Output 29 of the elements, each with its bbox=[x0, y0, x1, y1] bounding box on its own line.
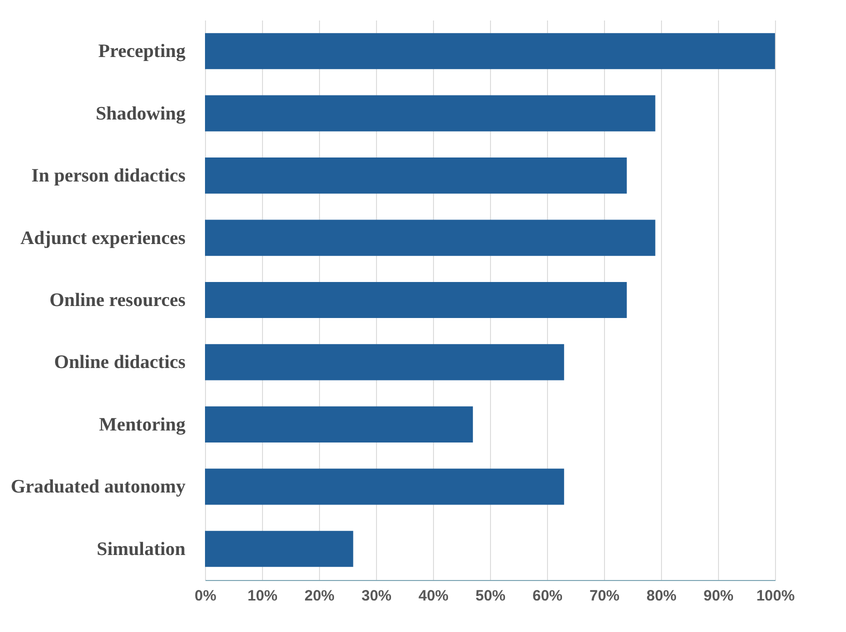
x-tick-label: 10% bbox=[247, 588, 278, 604]
x-tick-label: 0% bbox=[194, 588, 216, 604]
bar bbox=[205, 158, 627, 194]
y-tick-label: Online resources bbox=[50, 290, 186, 311]
x-tick-label: 70% bbox=[589, 588, 620, 604]
bar bbox=[205, 468, 564, 505]
x-tick-label: 100% bbox=[756, 588, 795, 604]
y-tick-label: Precepting bbox=[98, 41, 186, 62]
y-tick-label: In person didactics bbox=[31, 166, 186, 187]
x-tick-label: 60% bbox=[532, 588, 563, 604]
y-tick-label: Shadowing bbox=[96, 103, 186, 124]
bar bbox=[205, 406, 473, 442]
bar bbox=[205, 344, 564, 380]
x-tick-label: 50% bbox=[475, 588, 506, 604]
y-tick-label: Graduated autonomy bbox=[10, 476, 186, 498]
bar bbox=[205, 282, 627, 318]
y-tick-label: Adjunct experiences bbox=[20, 228, 186, 249]
bar bbox=[205, 530, 354, 567]
y-tick-label: Online didactics bbox=[54, 352, 186, 374]
bar bbox=[205, 33, 775, 70]
y-tick-label: Mentoring bbox=[98, 414, 186, 436]
x-tick-label: 40% bbox=[418, 588, 449, 604]
x-tick-label: 20% bbox=[304, 588, 335, 604]
bar bbox=[205, 95, 656, 132]
y-tick-label: Simulation bbox=[96, 538, 186, 560]
bar bbox=[205, 220, 656, 256]
x-tick-label: 90% bbox=[703, 588, 734, 604]
x-tick-label: 30% bbox=[361, 588, 392, 604]
x-tick-label: 80% bbox=[646, 588, 677, 604]
